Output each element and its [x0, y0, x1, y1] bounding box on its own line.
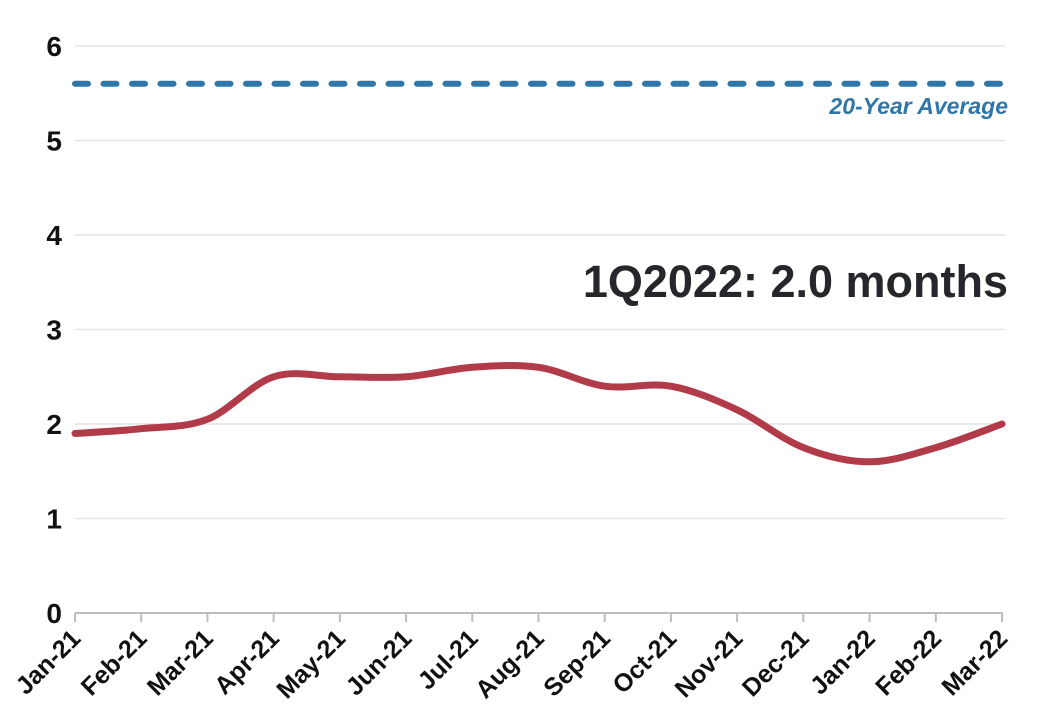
x-axis-tick-label: Jan-21 [10, 624, 86, 700]
quarter-annotation: 1Q2022: 2.0 months [582, 256, 1008, 307]
y-axis-tick-label: 3 [46, 315, 62, 346]
y-axis-tick-label: 0 [46, 598, 62, 629]
y-axis-tick-label: 4 [46, 220, 62, 251]
x-axis-tick-label: Nov-21 [670, 624, 749, 703]
reference-line-label: 20-Year Average [829, 93, 1008, 119]
data-line [71, 361, 1006, 466]
x-axis-tick-label: May-21 [271, 624, 351, 704]
y-axis-tick-label: 2 [46, 409, 62, 440]
x-axis-tick-label: Feb-22 [870, 624, 947, 701]
x-axis-tick-label: Sep-21 [538, 624, 616, 702]
x-axis-tick-label: Aug-21 [470, 624, 550, 704]
y-axis-tick-label: 6 [46, 31, 62, 62]
x-axis-tick-label: Oct-21 [607, 624, 682, 699]
x-axis-tick-label: Mar-21 [142, 624, 219, 701]
x-axis-tick-label: Feb-21 [76, 624, 153, 701]
x-axis-tick-label: Jan-22 [805, 624, 881, 700]
x-axis-tick-label: Jun-21 [341, 624, 418, 701]
x-axis-tick-label: Mar-22 [936, 624, 1013, 701]
y-axis-tick-label: 1 [46, 504, 62, 535]
x-axis-tick-label: Apr-21 [209, 624, 285, 700]
y-axis-tick-label: 5 [46, 126, 62, 157]
x-axis-tick-label: Dec-21 [737, 624, 815, 702]
